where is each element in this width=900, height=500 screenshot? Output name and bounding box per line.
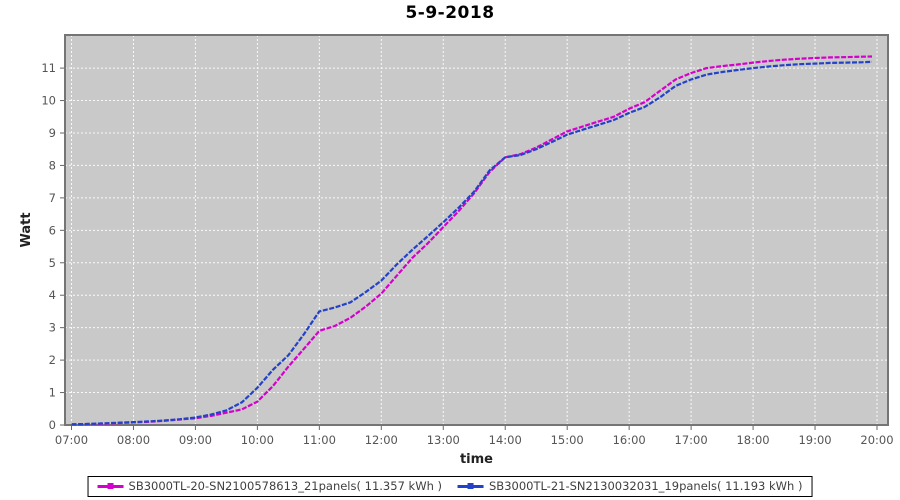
x-tick-label: 10:00 xyxy=(241,433,274,447)
x-tick-label: 17:00 xyxy=(675,433,708,447)
y-tick-label: 1 xyxy=(49,386,56,400)
x-tick-label: 19:00 xyxy=(798,433,831,447)
series-line-2 xyxy=(71,60,873,426)
y-tick-label: 4 xyxy=(49,288,56,302)
legend-entry-series-2: SB3000TL-21-SN2130032031_19panels( 11.19… xyxy=(458,479,802,493)
y-tick-label: 7 xyxy=(49,191,56,205)
x-tick-label: 16:00 xyxy=(613,433,646,447)
y-tick-labels: 0 1 2 3 4 5 6 7 8 9 10 11 xyxy=(41,61,56,432)
x-tick-label: 14:00 xyxy=(489,433,522,447)
plot-border xyxy=(64,34,889,426)
y-tick-label: 10 xyxy=(41,94,56,108)
legend-label-series-1: SB3000TL-20-SN2100578613_21panels( 11.35… xyxy=(128,479,442,493)
y-tick-label: 11 xyxy=(41,61,56,75)
x-tick-label: 13:00 xyxy=(427,433,460,447)
y-tick-label: 6 xyxy=(49,223,56,237)
legend-line-sample-blue xyxy=(458,483,484,489)
x-tick-label: 09:00 xyxy=(179,433,212,447)
x-tick-label: 15:00 xyxy=(551,433,584,447)
x-tick-label: 07:00 xyxy=(55,433,88,447)
plot-area xyxy=(65,35,888,425)
gridlines xyxy=(65,35,888,425)
chart-title: 5-9-2018 xyxy=(405,3,495,23)
legend-label-series-2: SB3000TL-21-SN2130032031_19panels( 11.19… xyxy=(489,479,803,493)
y-tick-label: 9 xyxy=(49,126,56,140)
y-tick-label: 5 xyxy=(49,256,56,270)
axis-ticks xyxy=(60,67,878,430)
chart-canvas: 07:00 08:00 09:00 10:00 11:00 12:00 13:00 14:00… xyxy=(19,34,894,467)
legend-marker-blue xyxy=(468,483,474,489)
legend-marker-magenta xyxy=(107,483,114,489)
x-tick-label: 12:00 xyxy=(365,433,398,447)
x-tick-label: 08:00 xyxy=(117,433,150,447)
y-axis-title: Watt xyxy=(19,212,34,247)
x-tick-labels: 07:00 08:00 09:00 10:00 11:00 12:00 13:00 14:00… xyxy=(55,433,894,447)
x-tick-label: 11:00 xyxy=(303,433,336,447)
y-tick-label: 2 xyxy=(49,353,56,367)
legend-entry-series-1: SB3000TL-20-SN2100578613_21panels( 11.35… xyxy=(97,479,442,493)
chart-legend: SB3000TL-20-SN2100578613_21panels( 11.35… xyxy=(87,476,813,497)
x-tick-label: 18:00 xyxy=(736,433,769,447)
y-tick-label: 8 xyxy=(49,158,56,172)
x-axis-title: time xyxy=(460,452,493,467)
legend-line-sample-magenta xyxy=(97,483,124,489)
y-tick-label: 0 xyxy=(49,418,56,432)
x-tick-label: 20:00 xyxy=(860,433,893,447)
y-tick-label: 3 xyxy=(49,321,56,335)
